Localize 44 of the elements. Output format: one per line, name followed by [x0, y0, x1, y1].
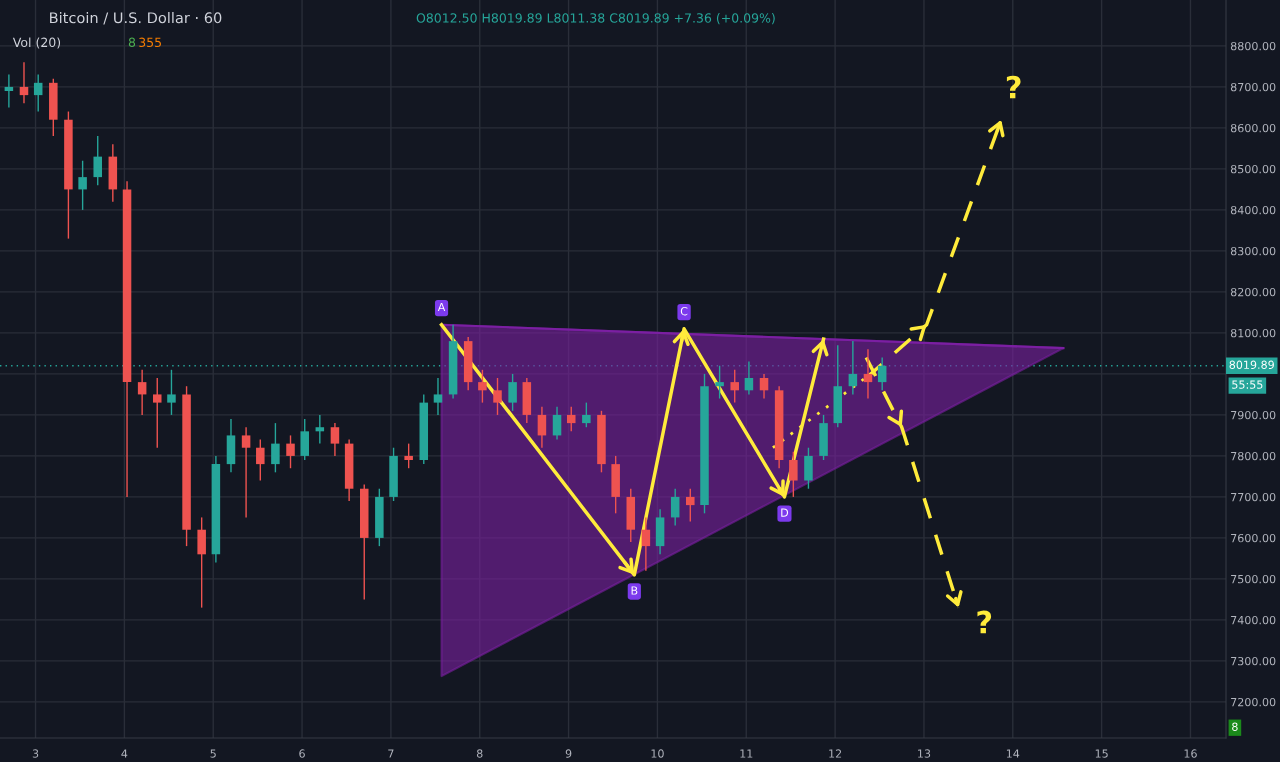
annotation: D — [781, 508, 789, 517]
annotation: Vol (20) — [12, 37, 61, 49]
x-tick-label: 16 — [1184, 749, 1197, 758]
y-tick-label: 8100.00 — [1230, 328, 1276, 338]
x-tick-label: 4 — [121, 749, 128, 758]
x-tick-label: 15 — [1095, 749, 1108, 758]
y-tick-label: 7300.00 — [1231, 656, 1276, 666]
x-tick-label: 9 — [565, 749, 572, 758]
x-tick-label: 14 — [1006, 749, 1020, 758]
annotation: ? — [1006, 75, 1021, 99]
text: 8 — [1232, 722, 1238, 731]
y-tick-label: 8800.00 — [1230, 41, 1276, 51]
y-tick-label: 8300.00 — [1230, 246, 1276, 256]
annotation: B — [631, 586, 638, 595]
y-tick-label: 7700.00 — [1231, 492, 1276, 502]
y-tick-label: 7900.00 — [1231, 410, 1276, 420]
x-tick-label: 6 — [299, 749, 305, 758]
y-tick-label: 8500.00 — [1230, 164, 1276, 174]
x-tick-label: 5 — [210, 749, 216, 758]
ref-line-label: 8019.89 — [1229, 360, 1274, 369]
annotation: 355 — [139, 37, 162, 48]
x-tick-label: 7 — [388, 749, 394, 758]
y-tick-label: 7600.00 — [1231, 533, 1276, 543]
x-tick-label: 3 — [32, 749, 39, 758]
annotation: ? — [977, 610, 992, 634]
y-tick-label: 8200.00 — [1230, 287, 1276, 297]
y-tick-label: 8600.00 — [1230, 123, 1276, 133]
annotation: Bitcoin / U.S. Dollar · 60 — [50, 11, 222, 25]
y-tick-label: 7500.00 — [1231, 574, 1276, 584]
x-tick-label: 12 — [829, 749, 842, 758]
y-tick-label: 8400.00 — [1230, 205, 1276, 215]
y-tick-label: 7800.00 — [1231, 451, 1276, 461]
x-tick-label: 13 — [918, 749, 931, 758]
x-tick-label: 10 — [651, 749, 664, 758]
x-tick-label: 8 — [476, 749, 483, 758]
text: 55:55 — [1232, 380, 1263, 389]
y-tick-label: 7200.00 — [1231, 697, 1276, 707]
annotation: 8 — [128, 37, 136, 48]
annotation: C — [680, 306, 688, 316]
annotation: O8012.50 H8019.89 L8011.38 C8019.89 +7.36 (+0.09%) — [416, 13, 775, 25]
x-tick-label: 11 — [740, 749, 753, 758]
y-tick-label: 7400.00 — [1231, 615, 1276, 625]
annotation: A — [437, 303, 446, 312]
y-tick-label: 8700.00 — [1230, 82, 1276, 92]
